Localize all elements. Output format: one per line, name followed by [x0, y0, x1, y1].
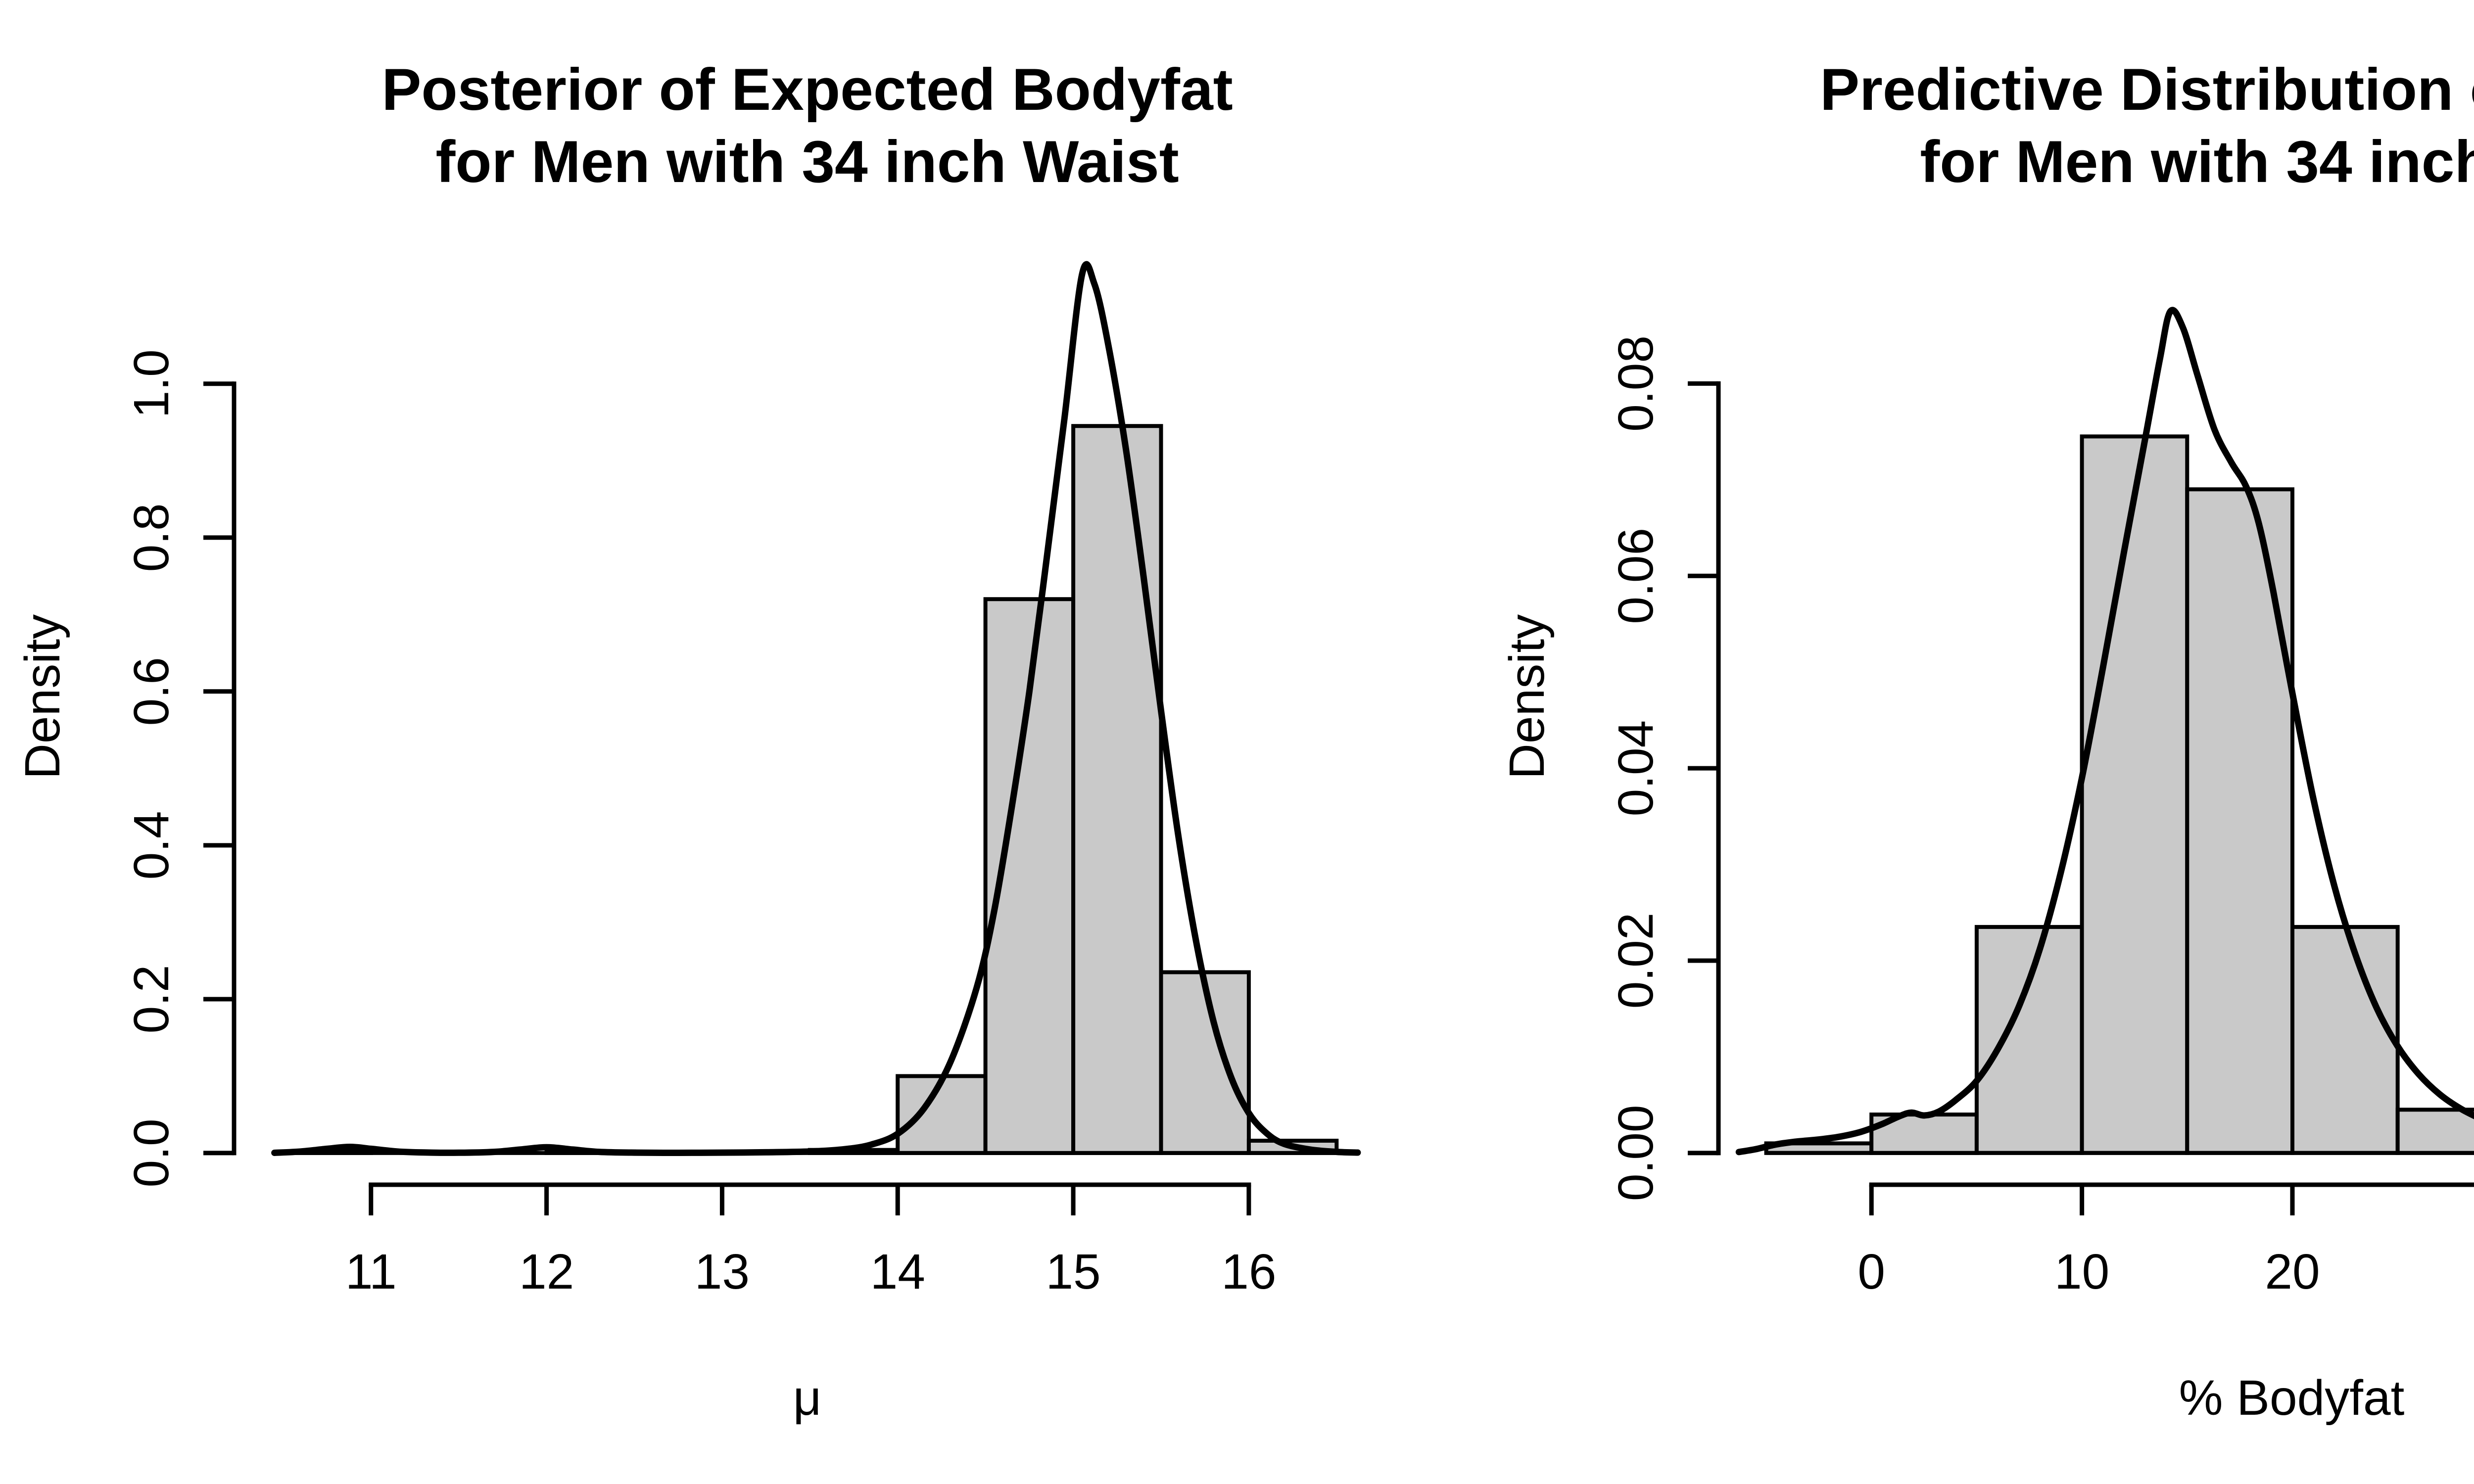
density-curve: [271, 261, 1361, 1156]
y-tick-label: 0.2: [124, 965, 179, 1033]
x-tick-label: 13: [695, 1244, 750, 1299]
x-tick-label: 10: [2054, 1244, 2109, 1299]
x-axis-label: μ: [793, 1370, 822, 1426]
y-tick-label: 1.0: [124, 349, 179, 418]
histogram-bar: [2185, 487, 2295, 1155]
histogram-bars: [1764, 434, 2474, 1155]
chart-title-line: for Men with 34 inch Waist: [1920, 129, 2474, 195]
y-tick-label: 0.04: [1608, 720, 1664, 817]
y-axis-label: Density: [1499, 614, 1555, 779]
x-tick-label: 0: [1857, 1244, 1885, 1299]
histogram-bar: [1974, 925, 2084, 1155]
histogram-bar: [2395, 1108, 2474, 1155]
panel-posterior: Posterior of Expected Bodyfat for Men wit…: [15, 56, 1361, 1426]
y-axis-label: Density: [15, 614, 70, 779]
x-tick-label: 16: [1221, 1244, 1276, 1299]
y-tick-label: 0.6: [124, 657, 179, 726]
density-curve: [1735, 307, 2474, 1156]
y-tick-label: 0.00: [1608, 1105, 1664, 1202]
y-tick-label: 0.08: [1608, 335, 1664, 432]
y-tick-label: 0.02: [1608, 913, 1664, 1009]
histogram-bars: [281, 424, 1339, 1155]
histogram-bar: [2290, 925, 2400, 1155]
x-tick-label: 11: [345, 1244, 397, 1299]
x-axis-label: % Bodyfat: [2179, 1370, 2405, 1426]
x-tick-label: 15: [1046, 1244, 1100, 1299]
x-tick-label: 12: [519, 1244, 574, 1299]
chart-title-line: Posterior of Expected Bodyfat: [381, 56, 1233, 123]
histogram-bar: [896, 1074, 988, 1155]
x-tick-label: 20: [2265, 1244, 2320, 1299]
y-tick-label: 0.8: [124, 503, 179, 572]
histogram-bar: [2080, 434, 2189, 1155]
y-tick-label: 0.4: [124, 811, 179, 880]
x-axis: 11 12 13 14 15 16: [345, 1182, 1276, 1299]
histogram-bar: [1071, 424, 1163, 1155]
chart-title-line: for Men with 34 inch Waist: [435, 129, 1179, 195]
chart-title-line: Predictive Distribution of Bodyfat: [1820, 56, 2474, 123]
y-axis: 0.00 0.02 0.04 0.06 0.08: [1608, 335, 1721, 1202]
x-tick-label: 14: [870, 1244, 925, 1299]
x-axis: 010203040: [1857, 1182, 2474, 1299]
y-axis: 0.0 0.2 0.4 0.6 0.8 1.0: [124, 349, 237, 1187]
y-tick-label: 0.0: [124, 1118, 179, 1187]
y-tick-label: 0.06: [1608, 528, 1664, 624]
